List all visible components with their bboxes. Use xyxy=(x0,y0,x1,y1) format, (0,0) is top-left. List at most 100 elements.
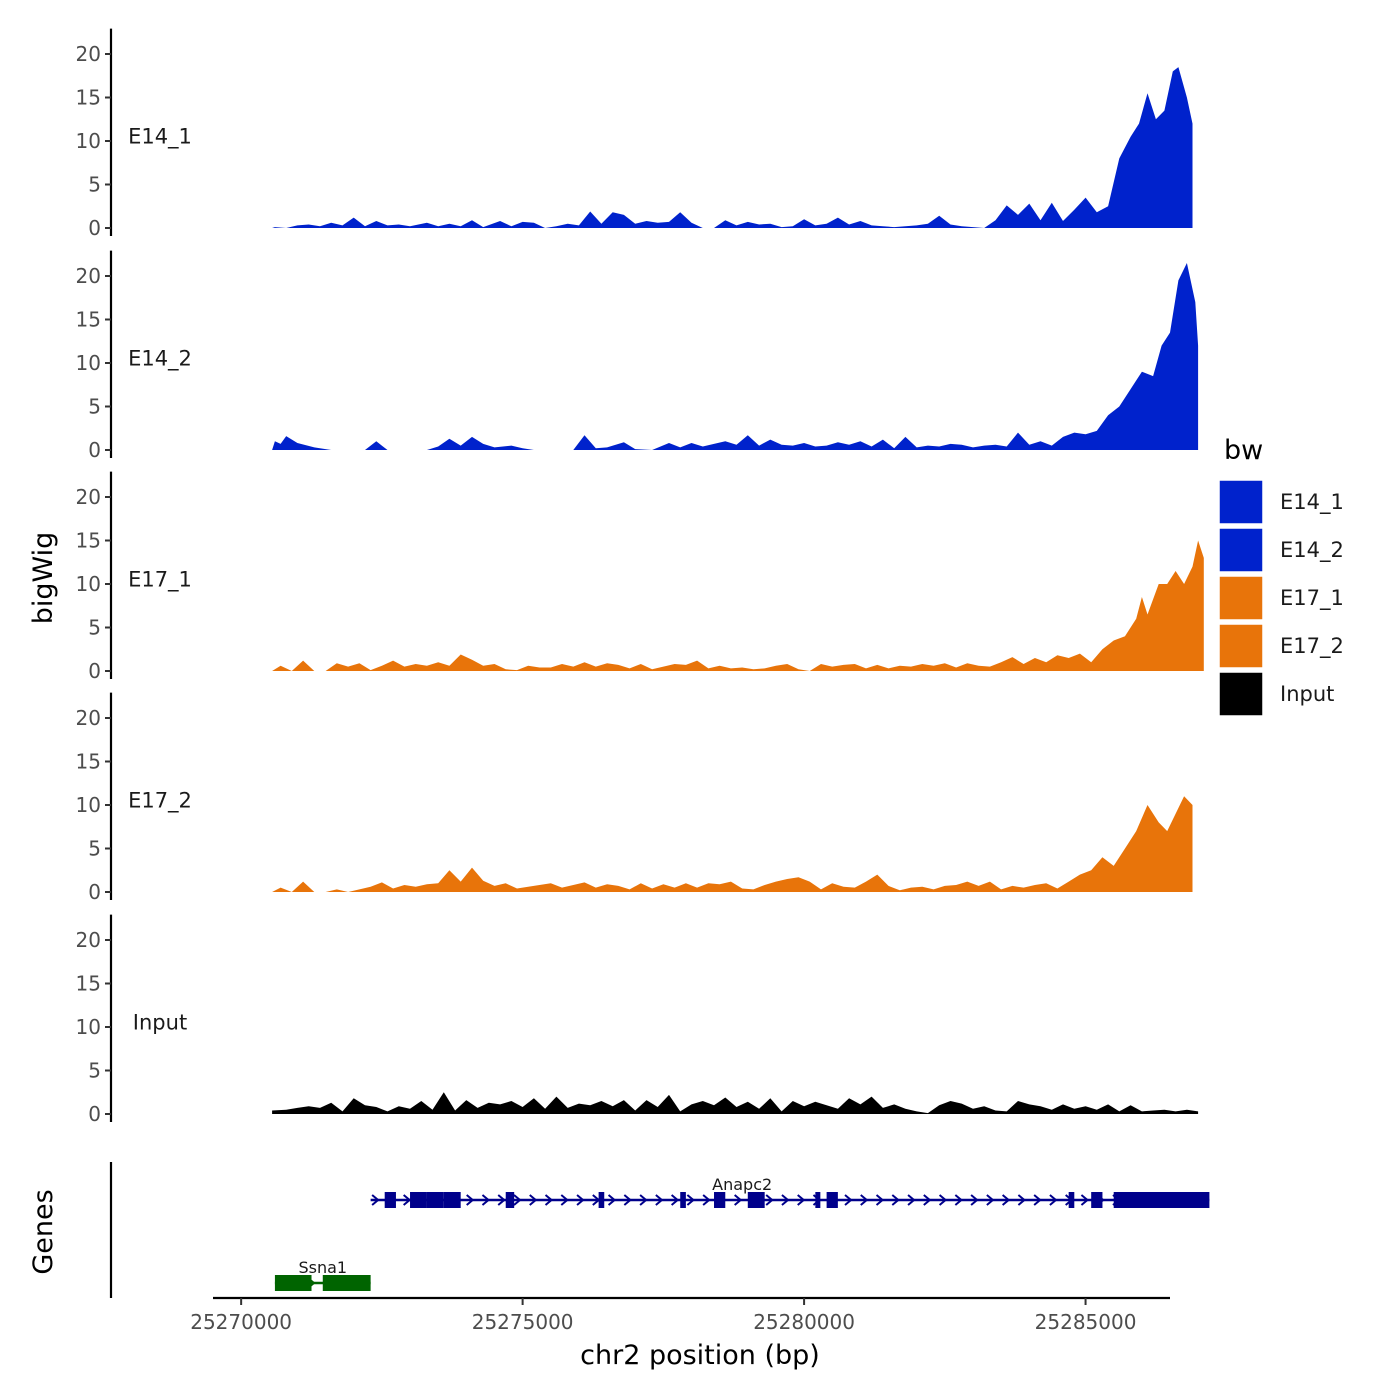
panel-e17-2: 0 5 10 15 20 E17_2 xyxy=(76,692,1193,904)
gene-ssna1: Ssna1 xyxy=(274,1258,371,1291)
strand-chevron xyxy=(1080,1194,1089,1206)
track-panels: 05101520E14_105101520E14_205101520E17_10… xyxy=(76,28,1204,1126)
legend-title: bw xyxy=(1224,435,1263,466)
strand-chevron xyxy=(623,1194,632,1206)
panel-e14-1: 0 5 10 15 20 E14_1 xyxy=(76,28,1193,240)
y-tick-label: 20 xyxy=(76,264,101,288)
gene-exon xyxy=(826,1192,838,1208)
gene-exon xyxy=(747,1192,765,1208)
legend-item-e17-1: E17_1 xyxy=(1218,575,1344,621)
y-tick-label: 0 xyxy=(88,438,101,462)
y-tick-label: 0 xyxy=(88,880,101,904)
strand-chevron xyxy=(639,1194,648,1206)
legend-swatch xyxy=(1218,623,1264,669)
y-tick-label: 5 xyxy=(88,173,101,197)
y-tick-label: 20 xyxy=(76,706,101,730)
gene-label-anapc2: Anapc2 xyxy=(712,1175,772,1194)
legend-item-e14-1: E14_1 xyxy=(1218,479,1344,525)
series-area-e14-1 xyxy=(272,67,1193,228)
strand-chevron xyxy=(481,1194,491,1206)
y-tick-label: 15 xyxy=(76,972,101,996)
panel-input: 0 5 10 15 20 Input xyxy=(76,914,1199,1126)
strand-chevron xyxy=(844,1194,853,1206)
series-area-e17-2 xyxy=(272,796,1193,892)
strand-chevron xyxy=(1001,1194,1011,1206)
track-label-e14-1: E14_1 xyxy=(128,125,192,150)
y-tick-label: 0 xyxy=(88,659,101,683)
gene-exon xyxy=(815,1192,821,1208)
strand-chevron xyxy=(466,1194,475,1206)
legend-label: Input xyxy=(1280,682,1334,706)
gene-exon xyxy=(680,1192,686,1208)
x-tick-label: 25280000 xyxy=(753,1310,855,1334)
series-area-e14-2 xyxy=(272,263,1199,450)
strand-chevron xyxy=(702,1194,711,1206)
strand-chevron xyxy=(734,1194,743,1206)
strand-chevron xyxy=(655,1194,664,1206)
track-label-input: Input xyxy=(133,1011,187,1035)
x-axis-title: chr2 position (bp) xyxy=(580,1340,820,1371)
series-area-e17-1 xyxy=(272,540,1204,671)
gene-exon xyxy=(598,1192,605,1208)
gene-exon xyxy=(714,1192,726,1208)
x-tick-label: 25285000 xyxy=(1035,1310,1137,1334)
y-tick-label: 10 xyxy=(76,351,101,375)
legend-item-e14-2: E14_2 xyxy=(1218,527,1344,573)
strand-chevron xyxy=(529,1194,538,1206)
gene-exon xyxy=(384,1192,396,1208)
y-tick-label: 5 xyxy=(88,395,101,419)
legend: bw E14_1 E14_2 E17_1 E17_2 Input xyxy=(1218,435,1344,717)
strand-chevron xyxy=(513,1194,522,1206)
strand-chevron xyxy=(781,1194,790,1206)
strand-chevron xyxy=(576,1194,585,1206)
gene-exon xyxy=(505,1192,515,1208)
legend-swatch xyxy=(1218,575,1264,621)
y-tick-label: 10 xyxy=(76,793,101,817)
series-area-input xyxy=(272,1092,1199,1114)
gene-exon xyxy=(274,1275,312,1291)
strand-chevron xyxy=(891,1194,900,1206)
panel-e17-1: 0 5 10 15 20 E17_1 xyxy=(76,471,1204,683)
gene-exon xyxy=(443,1192,461,1208)
legend-label: E14_2 xyxy=(1280,538,1344,563)
strand-chevron xyxy=(954,1194,963,1206)
legend-item-input: Input xyxy=(1218,671,1334,717)
panel-e14-2: 0 5 10 15 20 E14_2 xyxy=(76,250,1199,462)
gene-exon xyxy=(1068,1192,1075,1208)
legend-swatch xyxy=(1218,671,1264,717)
strand-chevron xyxy=(497,1194,506,1206)
genes-panel: Anapc2 Ssna1 xyxy=(109,1162,1210,1298)
legend-label: E14_1 xyxy=(1280,490,1344,515)
gene-exon xyxy=(1113,1192,1210,1208)
strand-chevron xyxy=(797,1194,806,1206)
strand-chevron xyxy=(907,1194,916,1206)
y-tick-label: 10 xyxy=(76,129,101,153)
y-tick-label: 5 xyxy=(88,1059,101,1083)
y-axis-title: bigWig xyxy=(28,532,59,625)
y-tick-label: 0 xyxy=(88,216,101,240)
strand-chevron xyxy=(765,1194,774,1206)
y-tick-label: 15 xyxy=(76,308,101,332)
legend-label: E17_2 xyxy=(1280,634,1344,659)
y-tick-label: 10 xyxy=(76,572,101,596)
y-tick-label: 15 xyxy=(76,750,101,774)
y-tick-label: 10 xyxy=(76,1015,101,1039)
gene-exon xyxy=(1091,1192,1103,1208)
y-tick-label: 15 xyxy=(76,86,101,110)
strand-chevron xyxy=(860,1194,869,1206)
strand-chevron xyxy=(1049,1194,1058,1206)
legend-swatch xyxy=(1218,527,1264,573)
strand-chevron xyxy=(560,1194,569,1206)
strand-chevron xyxy=(686,1194,695,1206)
legend-swatch xyxy=(1218,479,1264,525)
legend-label: E17_1 xyxy=(1280,586,1344,611)
strand-chevron xyxy=(1017,1194,1026,1206)
gene-anapc2: Anapc2 xyxy=(370,1175,1210,1208)
strand-chevron xyxy=(403,1194,412,1206)
y-tick-label: 20 xyxy=(76,485,101,509)
y-tick-label: 5 xyxy=(88,616,101,640)
x-tick-label: 25270000 xyxy=(190,1310,292,1334)
gene-label-ssna1: Ssna1 xyxy=(298,1258,347,1277)
strand-chevron xyxy=(986,1194,995,1206)
